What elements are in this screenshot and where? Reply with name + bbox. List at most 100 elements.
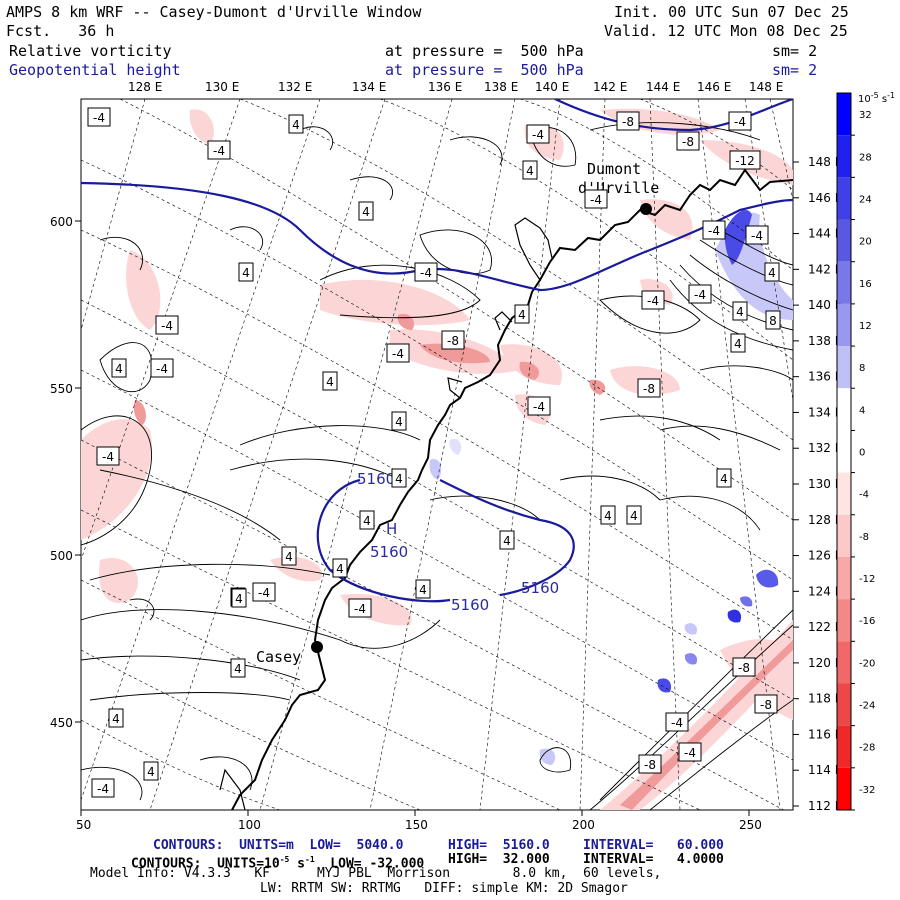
vorticity-label: -4 <box>694 288 706 302</box>
field1-smooth: sm= 2 <box>772 42 818 60</box>
y-tick-label: 450 <box>50 716 73 730</box>
top-lon-label: 138 E <box>484 80 518 94</box>
vorticity-label: 4 <box>234 662 242 676</box>
vorticity-label: 4 <box>503 534 511 548</box>
right-lon-label: 116 E <box>808 727 842 741</box>
right-lon-label: 140 E <box>808 298 842 312</box>
vorticity-label-box <box>527 396 551 416</box>
vorticity-label-box <box>108 708 124 728</box>
right-lon-label: 148 E <box>808 155 842 169</box>
forecast-hour: Fcst. 36 h <box>6 22 115 40</box>
top-longitude-labels: 128 E 130 E 132 E 134 E 136 E 138 E 140 E 142 E… <box>128 80 783 94</box>
colorbar-tick-label: -12 <box>859 574 875 585</box>
right-lon-label: 124 E <box>808 584 842 598</box>
height-label: 5160 <box>357 470 395 488</box>
vorticity-label-box <box>730 333 746 353</box>
vorticity-label: 4 <box>285 550 293 564</box>
colorbar-tick-label: 16 <box>859 279 872 290</box>
vorticity-label: 4 <box>362 205 370 219</box>
vorticity-label: 4 <box>112 712 120 726</box>
colorbar-tick-label: 28 <box>859 152 872 163</box>
vorticity-label: -4 <box>258 586 270 600</box>
vorticity-label-box <box>150 358 174 378</box>
right-lon-label: 138 E <box>808 334 842 348</box>
height-contour-info-c: INTERVAL= 60.000 <box>583 838 724 853</box>
top-lon-label: 142 E <box>593 80 627 94</box>
vorticity-label: 4 <box>292 118 300 132</box>
vorticity-label-box <box>702 220 726 240</box>
y-tick-label: 500 <box>50 549 73 563</box>
vorticity-label: -8 <box>760 698 772 712</box>
vorticity-label: -4 <box>156 362 168 376</box>
vorticity-label: 4 <box>736 305 744 319</box>
field2-level: at pressure = 500 hPa <box>385 61 584 79</box>
vorticity-label: 4 <box>115 362 123 376</box>
height-contour-info-a: CONTOURS: UNITS=m LOW= 5040.0 <box>153 838 404 853</box>
vorticity-label-box <box>155 315 179 335</box>
vorticity-label: 4 <box>326 375 334 389</box>
vorticity-label-box <box>754 694 778 714</box>
vorticity-label-box <box>91 778 115 798</box>
vorticity-label-box <box>765 310 781 330</box>
vorticity-label: -8 <box>447 334 459 348</box>
top-lon-label: 130 E <box>205 80 239 94</box>
field2-name: Geopotential height <box>9 61 181 79</box>
vorticity-label: -8 <box>644 758 656 772</box>
map-frame <box>80 98 794 811</box>
vorticity-label: 4 <box>235 592 243 606</box>
vorticity-label-box <box>441 330 465 350</box>
colorbar-swatch <box>837 472 851 515</box>
top-lon-label: 128 E <box>128 80 162 94</box>
colorbar-tick-label: 0 <box>859 448 865 459</box>
vorticity-label-box <box>414 262 438 282</box>
positive-vorticity-shading <box>429 210 793 765</box>
right-lon-label: 130 E <box>808 477 842 491</box>
vorticity-label-box <box>231 588 247 608</box>
colorbar-swatch <box>837 514 851 557</box>
vorticity-label-box <box>415 579 431 599</box>
colorbar-tick-label: -16 <box>859 616 875 627</box>
dumont-durville-station-marker <box>640 203 652 215</box>
vorticity-label: -4 <box>684 746 696 760</box>
vorticity-label: -12 <box>735 154 755 168</box>
vorticity-label: -4 <box>532 128 544 142</box>
colorbar-swatch <box>837 93 851 136</box>
x-tick-label: 250 <box>739 818 762 832</box>
vorticity-label: 4 <box>734 337 742 351</box>
x-tick-label: 150 <box>405 818 428 832</box>
vorticity-label-box <box>281 546 297 566</box>
height-contour-info-b: HIGH= 5160.0 <box>448 838 550 853</box>
vorticity-label-box <box>676 131 700 151</box>
right-lon-label: 118 E <box>808 692 842 706</box>
right-longitude-labels: 148 E 146 E 144 E 142 E 140 E 138 E 136 E 134 E… <box>793 155 842 813</box>
vorticity-label: 4 <box>720 472 728 486</box>
model-physics: LW: RRTM SW: RRTMG DIFF: simple KM: 2D S… <box>260 881 628 896</box>
top-lon-label: 136 E <box>428 80 462 94</box>
vorticity-contour-labels: -4 4 -4 4 4 -4 4 -4 4 -4 -4 -8 4 4 -4 -4 4 4 4 4 -4 4 -4 4 4 4 4 4 -… <box>87 107 781 798</box>
vorticity-label-box <box>600 505 616 525</box>
vorticity-label-box <box>716 468 732 488</box>
colorbar-swatch <box>837 303 851 347</box>
vorticity-label: 4 <box>242 266 250 280</box>
vorticity-label-box <box>637 378 661 398</box>
colorbar-tick-label: 20 <box>859 237 872 248</box>
vorticity-label-box <box>238 262 254 282</box>
vorticity-label: -4 <box>93 111 105 125</box>
vorticity-label-box <box>499 530 515 550</box>
vorticity-label-box <box>386 343 410 363</box>
colorbar-tick-label: -20 <box>859 658 875 669</box>
colorbar-swatch <box>837 177 851 220</box>
vorticity-label-box <box>143 761 159 781</box>
map-contents: Dumont d'Urville Casey 5160 5160 5160 51… <box>81 99 793 810</box>
vorticity-label-box <box>359 510 375 530</box>
vorticity-label: -8 <box>682 135 694 149</box>
vorticity-label-box <box>111 358 127 378</box>
dumont-label-line1: Dumont <box>587 160 641 178</box>
vorticity-label-box <box>322 371 338 391</box>
vorticity-label: -4 <box>420 266 432 280</box>
vorticity-label: -4 <box>734 115 746 129</box>
x-tick-label: 50 <box>76 818 91 832</box>
colorbar-swatch <box>837 599 851 642</box>
vorticity-label: -4 <box>213 144 225 158</box>
top-lon-label: 148 E <box>749 80 783 94</box>
